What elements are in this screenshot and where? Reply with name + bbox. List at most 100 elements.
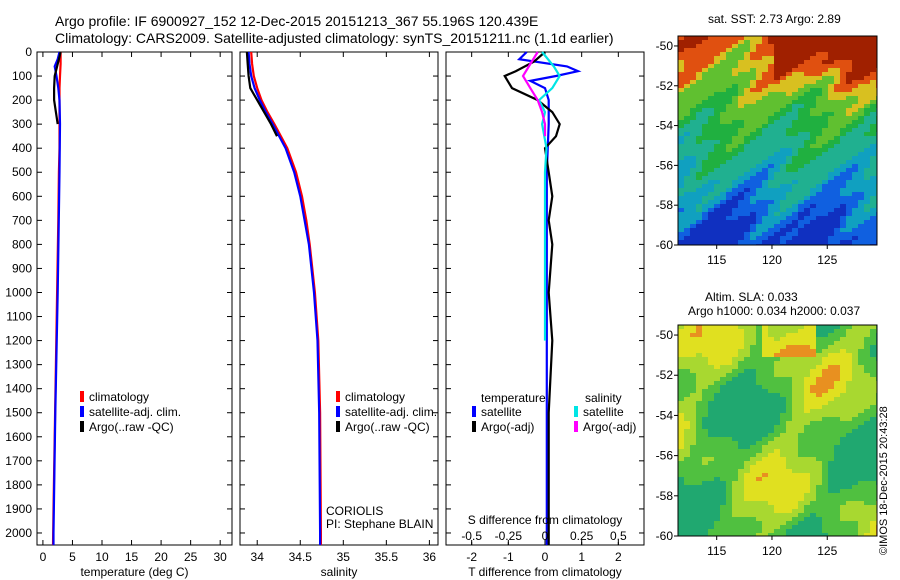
heatmap-cell — [792, 401, 798, 405]
heatmap-cell — [774, 80, 780, 84]
heatmap-cell — [798, 140, 804, 144]
heatmap-cell — [678, 445, 684, 449]
heatmap-cell — [684, 329, 690, 333]
heatmap-cell — [744, 329, 750, 333]
heatmap-cell — [792, 345, 798, 349]
heatmap-cell — [702, 453, 708, 457]
heatmap-cell — [780, 365, 786, 369]
heatmap-cell — [858, 240, 864, 244]
heatmap-cell — [840, 184, 846, 188]
heatmap-cell — [684, 112, 690, 116]
heatmap-cell — [720, 224, 726, 228]
heatmap-cell — [786, 40, 792, 44]
heatmap-cell — [774, 509, 780, 513]
heatmap-cell — [858, 509, 864, 513]
heatmap-cell — [726, 188, 732, 192]
heatmap-cell — [840, 212, 846, 216]
heatmap-cell — [744, 425, 750, 429]
heatmap-cell — [726, 397, 732, 401]
sla_map-y-tick-label: -56 — [656, 449, 674, 463]
heatmap-cell — [756, 485, 762, 489]
heatmap-cell — [756, 84, 762, 88]
heatmap-cell — [822, 184, 828, 188]
heatmap-cell — [768, 381, 774, 385]
heatmap-cell — [768, 68, 774, 72]
heatmap-cell — [690, 176, 696, 180]
heatmap-cell — [792, 192, 798, 196]
heatmap-cell — [750, 52, 756, 56]
heatmap-cell — [720, 140, 726, 144]
heatmap-cell — [840, 513, 846, 517]
heatmap-cell — [678, 228, 684, 232]
heatmap-cell — [744, 521, 750, 525]
heatmap-cell — [702, 88, 708, 92]
heatmap-cell — [792, 112, 798, 116]
heatmap-cell — [864, 353, 870, 357]
heatmap-cell — [708, 72, 714, 76]
depth-tick-label: 400 — [12, 141, 32, 155]
heatmap-cell — [738, 36, 744, 40]
heatmap-cell — [732, 397, 738, 401]
heatmap-cell — [852, 341, 858, 345]
heatmap-cell — [774, 349, 780, 353]
heatmap-cell — [750, 365, 756, 369]
heatmap-cell — [828, 92, 834, 96]
heatmap-cell — [750, 192, 756, 196]
heatmap-cell — [810, 56, 816, 60]
heatmap-cell — [732, 533, 738, 536]
heatmap-cell — [804, 325, 810, 329]
heatmap-cell — [870, 485, 876, 489]
heatmap-cell — [786, 357, 792, 361]
heatmap-cell — [690, 208, 696, 212]
heatmap-cell — [726, 52, 732, 56]
heatmap-cell — [708, 445, 714, 449]
heatmap-cell — [858, 517, 864, 521]
heatmap-cell — [798, 397, 804, 401]
heatmap-cell — [702, 144, 708, 148]
heatmap-cell — [840, 353, 846, 357]
heatmap-cell — [798, 465, 804, 469]
heatmap-cell — [822, 425, 828, 429]
heatmap-cell — [846, 64, 852, 68]
heatmap-cell — [750, 481, 756, 485]
heatmap-cell — [780, 437, 786, 441]
heatmap-cell — [774, 325, 780, 329]
heatmap-cell — [786, 64, 792, 68]
heatmap-cell — [684, 76, 690, 80]
heatmap-cell — [852, 136, 858, 140]
heatmap-cell — [678, 529, 684, 533]
heatmap-cell — [756, 353, 762, 357]
difference-x-axis-label: T difference from climatology — [468, 565, 622, 579]
heatmap-cell — [678, 156, 684, 160]
heatmap-cell — [864, 441, 870, 445]
heatmap-cell — [786, 72, 792, 76]
heatmap-cell — [870, 489, 876, 493]
heatmap-cell — [798, 453, 804, 457]
heatmap-cell — [792, 132, 798, 136]
heatmap-cell — [732, 489, 738, 493]
heatmap-cell — [798, 96, 804, 100]
heatmap-cell — [744, 421, 750, 425]
heatmap-cell — [690, 240, 696, 244]
heatmap-cell — [834, 501, 840, 505]
heatmap-cell — [714, 60, 720, 64]
heatmap-cell — [768, 333, 774, 337]
heatmap-cell — [702, 489, 708, 493]
heatmap-cell — [708, 409, 714, 413]
heatmap-cell — [834, 493, 840, 497]
heatmap-cell — [750, 461, 756, 465]
heatmap-cell — [816, 469, 822, 473]
heatmap-cell — [726, 152, 732, 156]
heatmap-cell — [696, 397, 702, 401]
heatmap-cell — [834, 92, 840, 96]
heatmap-cell — [786, 493, 792, 497]
heatmap-cell — [762, 88, 768, 92]
heatmap-cell — [774, 445, 780, 449]
heatmap-cell — [762, 236, 768, 240]
heatmap-cell — [798, 421, 804, 425]
heatmap-cell — [702, 461, 708, 465]
heatmap-cell — [870, 353, 876, 357]
heatmap-cell — [852, 124, 858, 128]
heatmap-cell — [696, 389, 702, 393]
heatmap-cell — [858, 164, 864, 168]
